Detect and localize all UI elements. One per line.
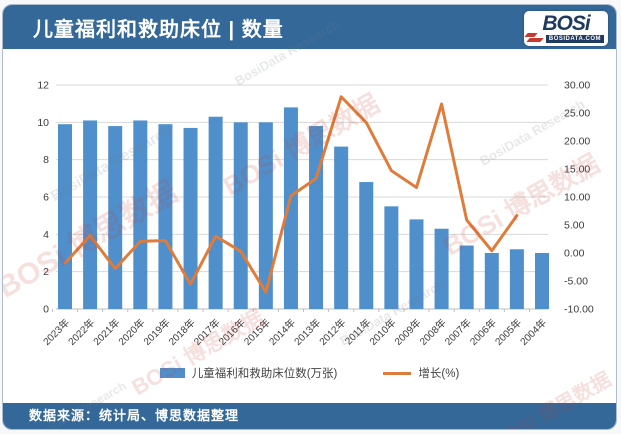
bar-2005年: [509, 249, 524, 309]
x-axis-label: 2012年: [316, 316, 348, 348]
left-axis-tick-label: 0: [43, 304, 49, 316]
right-axis-tick-label: 20.00: [564, 136, 590, 148]
right-axis-tick-label: 15.00: [564, 164, 590, 176]
legend-label-beds: 儿童福利和救助床位数(万张): [191, 368, 338, 380]
bar-2010年: [384, 206, 399, 309]
bar-2012年: [334, 146, 349, 309]
legend-bar-swatch-icon: [159, 368, 185, 378]
x-axis-label: 2015年: [241, 316, 273, 348]
left-axis-tick-label: 10: [37, 117, 49, 129]
x-axis-label: 2014年: [266, 316, 298, 348]
bar-2011年: [359, 182, 374, 309]
data-source-label: 数据来源：统计局、博思数据整理: [29, 408, 240, 423]
bar-2009年: [409, 219, 424, 309]
combo-chart: 0 2 4 6 8 10 12 -10.00 -5.00 0.00 5.00 10.00 15.00 20…: [37, 80, 594, 348]
x-axis-label: 2006年: [467, 316, 499, 348]
x-axis-label: 2016年: [216, 316, 248, 348]
x-axis-label: 2013年: [291, 316, 323, 348]
x-axis-label: 2023年: [40, 316, 72, 348]
x-axis-label: 2020年: [115, 316, 147, 348]
legend-item-growth: 增长(%): [383, 365, 459, 381]
bosi-logo: BOSi BOSIDATA.COM: [524, 11, 608, 46]
chart-area: 0 2 4 6 8 10 12 -10.00 -5.00 0.00 5.00 10.00 15.00 20…: [3, 49, 616, 361]
x-axis-label: 2018年: [166, 316, 198, 348]
legend-item-beds: 儿童福利和救助床位数(万张): [159, 365, 338, 381]
x-axis-label: 2021年: [90, 316, 122, 348]
left-axis-tick-label: 6: [43, 192, 49, 204]
bar-2016年: [233, 122, 248, 309]
right-axis-tick-label: -5.00: [564, 276, 588, 288]
right-axis-tick-label: 30.00: [564, 80, 590, 92]
bar-2014年: [283, 107, 298, 310]
bar-2019年: [158, 124, 173, 309]
page-title: 儿童福利和救助床位 | 数量: [33, 18, 284, 41]
right-axis-tick-label: 10.00: [564, 192, 590, 204]
x-axis-label: 2017年: [191, 316, 223, 348]
bar-2023年: [58, 124, 72, 309]
right-axis-tick-label: 0.00: [564, 248, 585, 260]
logo-domain-label: BOSIDATA.COM: [545, 35, 604, 43]
bar-2022年: [83, 120, 98, 309]
report-header: 儿童福利和救助床位 | 数量: [3, 5, 616, 49]
x-axis-label: 2004年: [517, 316, 549, 348]
logo-wordmark: BOSi: [542, 12, 590, 35]
bar-2018年: [183, 127, 198, 309]
growth-line: [63, 95, 519, 294]
bar-2004年: [535, 253, 549, 309]
right-axis-tick-label: 25.00: [564, 108, 590, 120]
x-axis-label: 2022年: [65, 316, 97, 348]
legend-line-swatch-icon: [383, 371, 412, 375]
x-axis-label: 2009年: [392, 316, 424, 348]
bar-2007年: [459, 245, 474, 309]
chart-legend: 儿童福利和救助床位数(万张) 增长(%): [3, 365, 616, 381]
bar-2020年: [133, 120, 148, 309]
bar-2013年: [309, 126, 324, 309]
x-axis-label: 2005年: [492, 316, 524, 348]
bar-2008年: [434, 228, 449, 309]
right-axis-tick-label: -10.00: [564, 304, 594, 316]
left-axis-tick-label: 2: [43, 266, 49, 278]
x-axis-label: 2010年: [366, 316, 398, 348]
legend-label-growth: 增长(%): [418, 368, 460, 380]
left-axis-tick-label: 4: [43, 229, 49, 241]
bar-2021年: [108, 126, 123, 309]
x-axis-label: 2007年: [442, 316, 474, 348]
report-card: 儿童福利和救助床位 | 数量 BOSi BOSIDATA.COM 0 2 4 6 8 10…: [2, 4, 617, 430]
bar-2015年: [258, 122, 273, 309]
left-axis-tick-label: 8: [43, 154, 49, 166]
report-footer: 数据来源：统计局、博思数据整理: [3, 403, 616, 429]
bar-2006年: [484, 253, 499, 309]
x-axis-label: 2008年: [417, 316, 449, 348]
logo-slash-icon: [524, 33, 538, 37]
left-axis-tick-label: 12: [37, 80, 49, 92]
x-axis-label: 2019年: [141, 316, 173, 348]
x-axis-label: 2011年: [342, 316, 373, 347]
right-axis-tick-label: 5.00: [564, 220, 585, 232]
bar-2017年: [208, 116, 223, 309]
logo-slash-icon: [526, 38, 544, 42]
